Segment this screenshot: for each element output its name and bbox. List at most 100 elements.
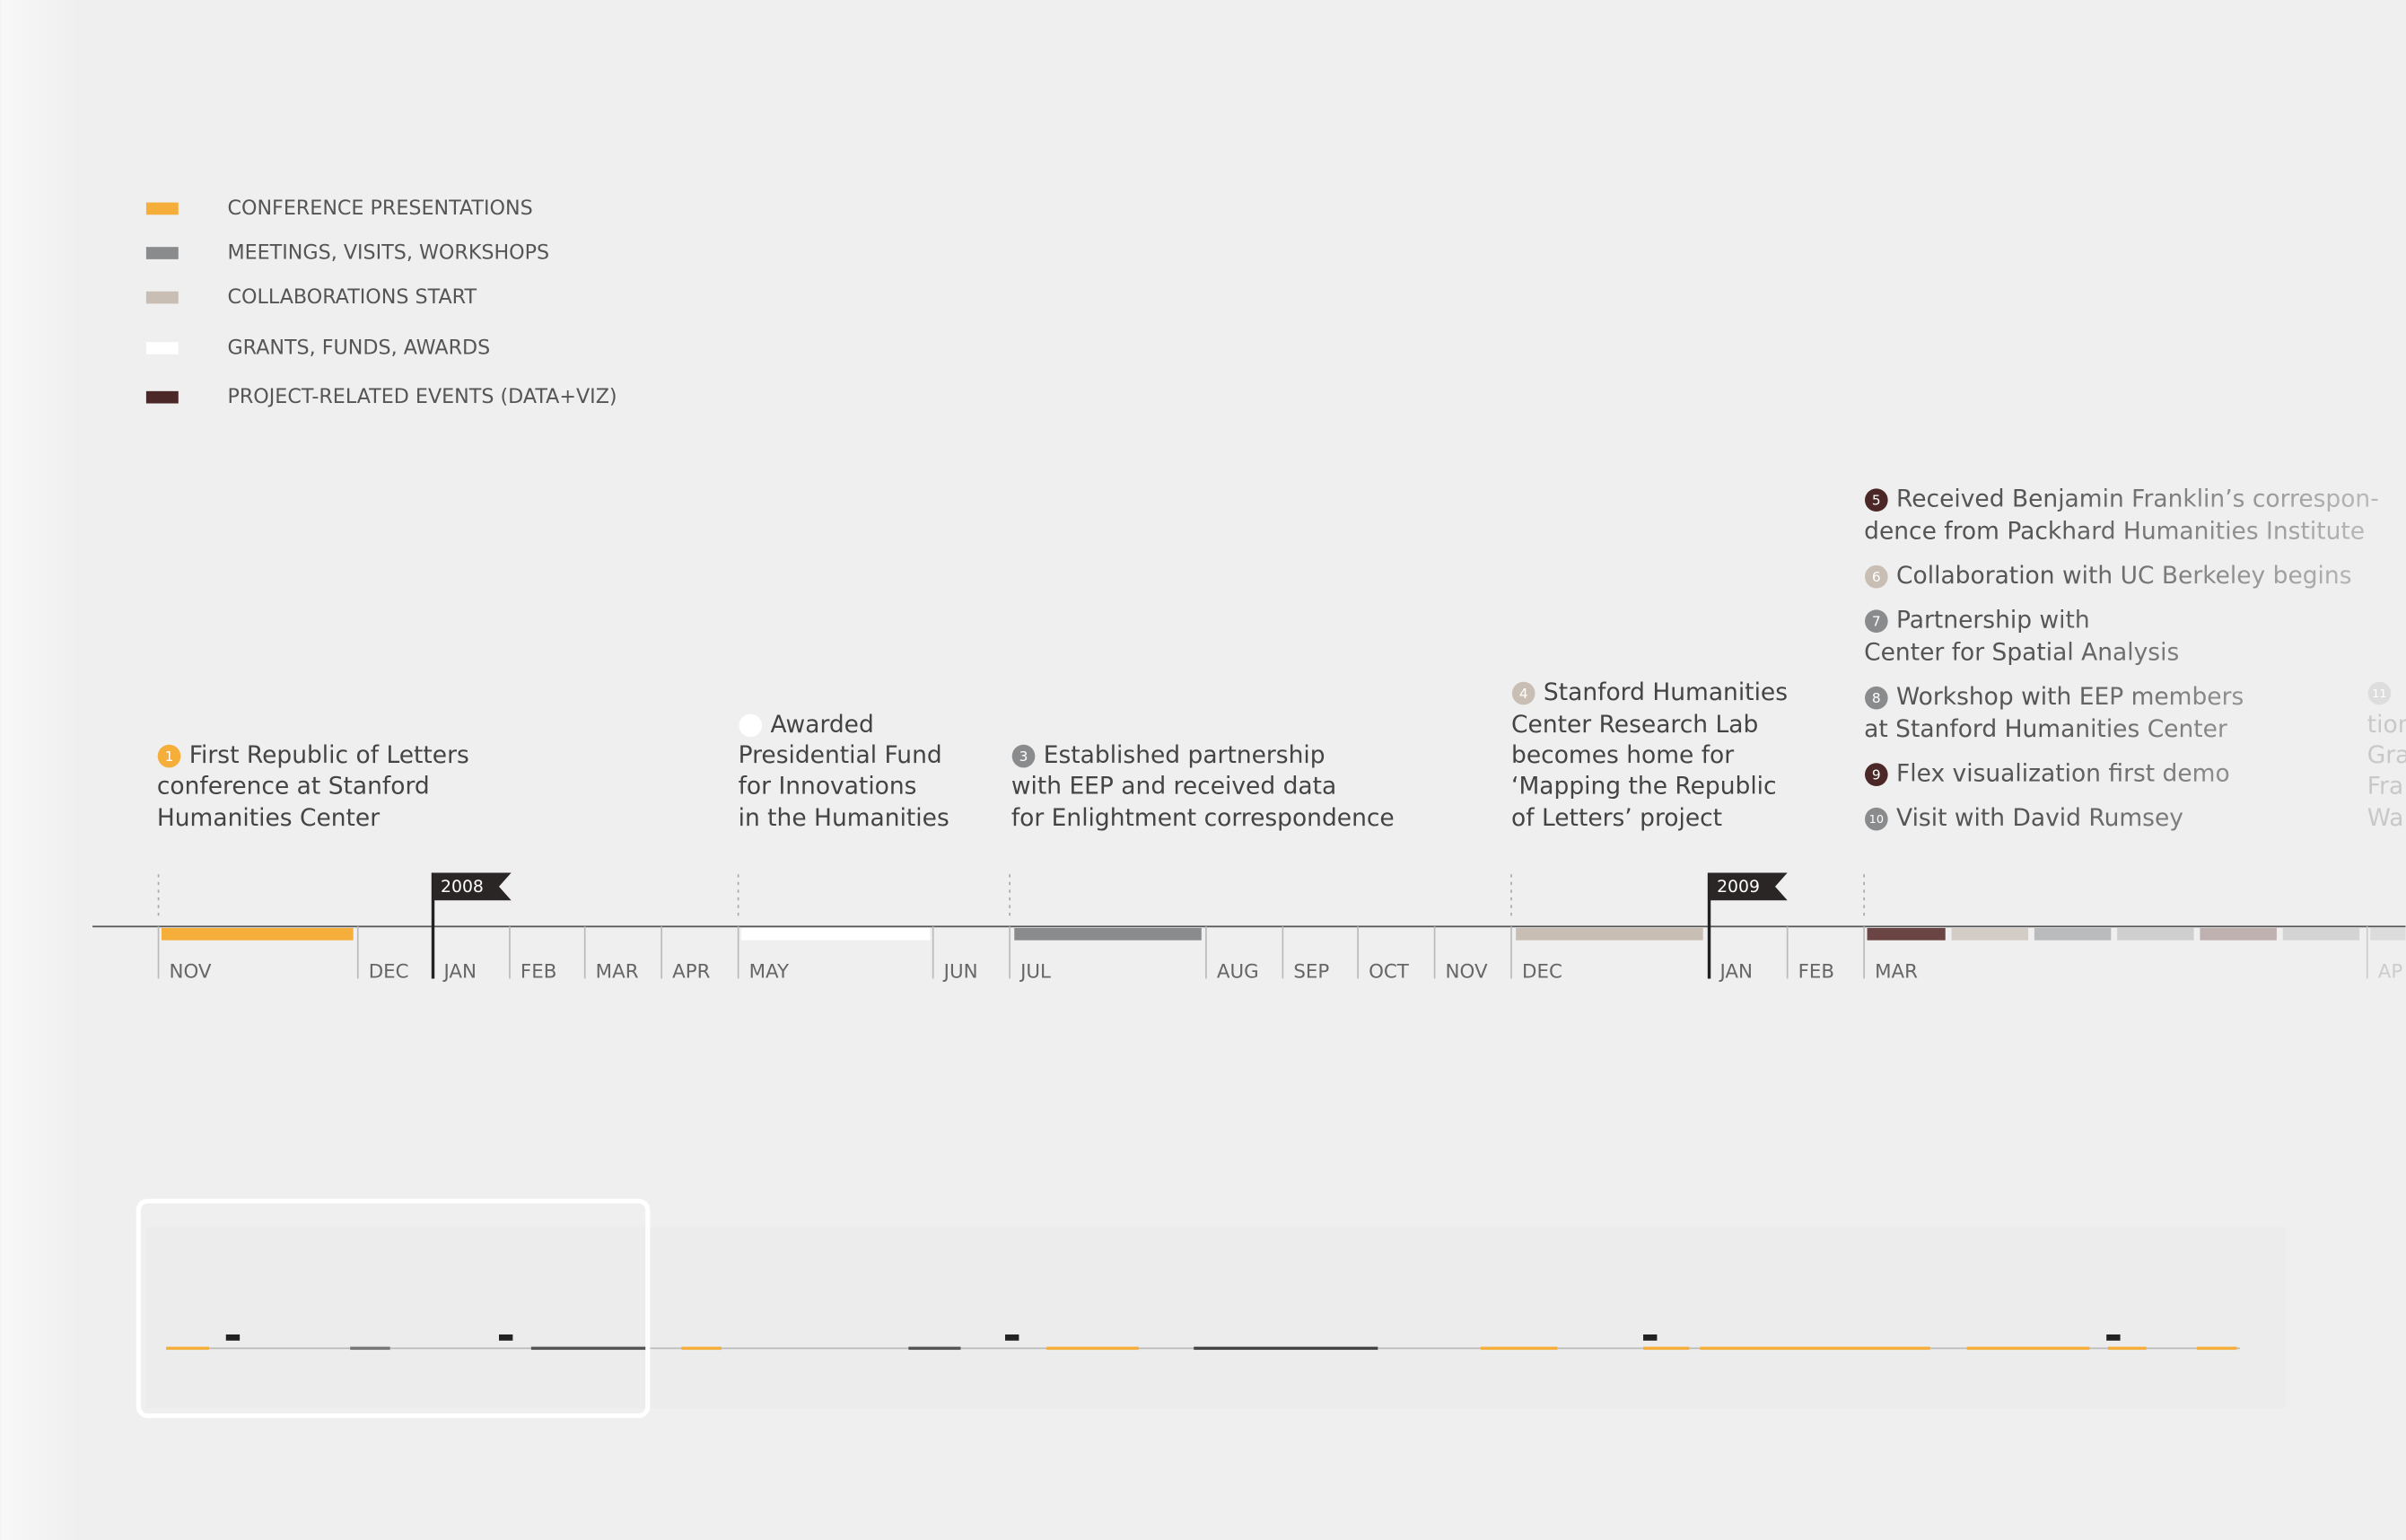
bar [1951, 928, 2029, 941]
month-label: FEB [1798, 961, 1834, 984]
event-text: of Letters’ project [1511, 804, 1722, 832]
event-text: Flex visualization first demo [1896, 760, 2230, 788]
month-label: MAR [596, 961, 639, 984]
event-number: 2 [746, 718, 755, 734]
event-text: Workshop with EEP members [1896, 683, 2244, 711]
month-label: DEC [1522, 961, 1562, 984]
event-text: Partnership with [1896, 607, 2090, 634]
month-label: NOV [1446, 961, 1488, 984]
year-flag [433, 872, 512, 901]
event-badge [1865, 686, 1888, 710]
bar [1867, 928, 1946, 941]
minimap-viewport[interactable] [136, 1198, 651, 1419]
legend-swatch [145, 202, 179, 215]
event-text: Stanford Humanities [1544, 678, 1788, 706]
minimap-bar [1643, 1346, 1690, 1351]
axis-bars [161, 928, 2406, 941]
minimap[interactable] [136, 1198, 2287, 1419]
event-badge [1865, 807, 1888, 831]
event-text: Awarded [771, 711, 874, 739]
event-number: 1 [165, 748, 174, 765]
event-number: 3 [1019, 748, 1028, 765]
month-label: NOV [170, 961, 212, 984]
minimap-bar [166, 1346, 209, 1351]
minimap-bar [908, 1346, 961, 1351]
minimap-flag [1643, 1334, 1658, 1341]
event-badge [1011, 744, 1036, 768]
event-badge [739, 713, 763, 738]
bar [2034, 928, 2112, 941]
legend-swatch [145, 291, 179, 304]
month-label: FEB [521, 961, 556, 984]
minimap-bar [530, 1346, 647, 1351]
minimap-bar [2197, 1346, 2237, 1351]
minimap-bar [681, 1346, 722, 1351]
minimap-bar [2107, 1346, 2147, 1351]
event-number: 7 [1872, 614, 1881, 630]
event-text: conference at Stanford [157, 772, 430, 800]
event-text: Gra [2367, 741, 2406, 769]
legend-label: GRANTS, FUNDS, AWARDS [227, 336, 490, 359]
month-label: SEP [1293, 961, 1329, 984]
event-badge [1511, 681, 1535, 705]
month-label: MAR [1875, 961, 1918, 984]
bar [2117, 928, 2194, 941]
event-text: tion [2367, 711, 2406, 739]
event-text: Wa [2367, 804, 2404, 832]
month-label: AP [2378, 961, 2403, 984]
legend-swatch [145, 342, 179, 354]
event-text: for Enlightment correspondence [1011, 804, 1395, 832]
bar [161, 928, 354, 941]
minimap-bar [1700, 1346, 1930, 1351]
event-text: Visit with David Rumsey [1896, 804, 2183, 832]
event-badge [2367, 681, 2392, 705]
minimap-bar [1966, 1346, 2090, 1351]
event-badge [157, 744, 181, 768]
month-label: DEC [369, 961, 409, 984]
event-text: Fra [2367, 772, 2403, 800]
event-text: Collaboration with UC Berkeley begins [1896, 562, 2351, 590]
minimap-bar [350, 1346, 390, 1351]
month-label: JAN [442, 961, 477, 984]
month-label: AUG [1217, 961, 1259, 984]
month-label: OCT [1369, 961, 1410, 984]
month-label: JUL [1019, 961, 1051, 984]
event-text: becomes home for [1511, 741, 1734, 769]
year-label: 2008 [441, 878, 484, 897]
legend-swatch [145, 247, 179, 259]
legend-swatch [145, 390, 179, 404]
legend-label: PROJECT-RELATED EVENTS (DATA+VIZ) [227, 385, 617, 408]
event-number: 4 [1519, 686, 1528, 702]
bar [2200, 928, 2277, 941]
event-number: 11 [2372, 687, 2386, 701]
minimap-flag [1005, 1334, 1019, 1341]
event-number: 8 [1872, 690, 1881, 706]
event-number: 6 [1872, 569, 1881, 585]
year-label: 2009 [1717, 878, 1760, 897]
month-label: JAN [1718, 961, 1753, 984]
minimap-bar [1046, 1346, 1139, 1351]
legend-label: MEETINGS, VISITS, WORKSHOPS [227, 241, 549, 265]
month-label: JUN [942, 961, 978, 984]
event-text: Presidential Fund [739, 741, 942, 769]
event-number: 9 [1872, 766, 1881, 783]
event-text: First Republic of Letters [189, 741, 469, 769]
bar [1014, 928, 1202, 941]
minimap-bar [1480, 1346, 1558, 1351]
event-text: at Stanford Humanities Center [1864, 715, 2227, 743]
minimap-flag [498, 1334, 513, 1341]
month-label: MAY [749, 961, 790, 984]
event-number: 5 [1872, 493, 1881, 509]
event-text: Established partnership [1044, 741, 1325, 769]
event-text: Humanities Center [157, 804, 380, 832]
legend-label: COLLABORATIONS START [227, 285, 477, 309]
bar [741, 928, 931, 941]
event-number: 10 [1869, 813, 1884, 827]
left-edge [0, 0, 77, 1540]
event-badge [1865, 763, 1888, 786]
minimap-flag [225, 1334, 241, 1341]
bar [1516, 928, 1703, 941]
event-text: for Innovations [739, 772, 917, 800]
